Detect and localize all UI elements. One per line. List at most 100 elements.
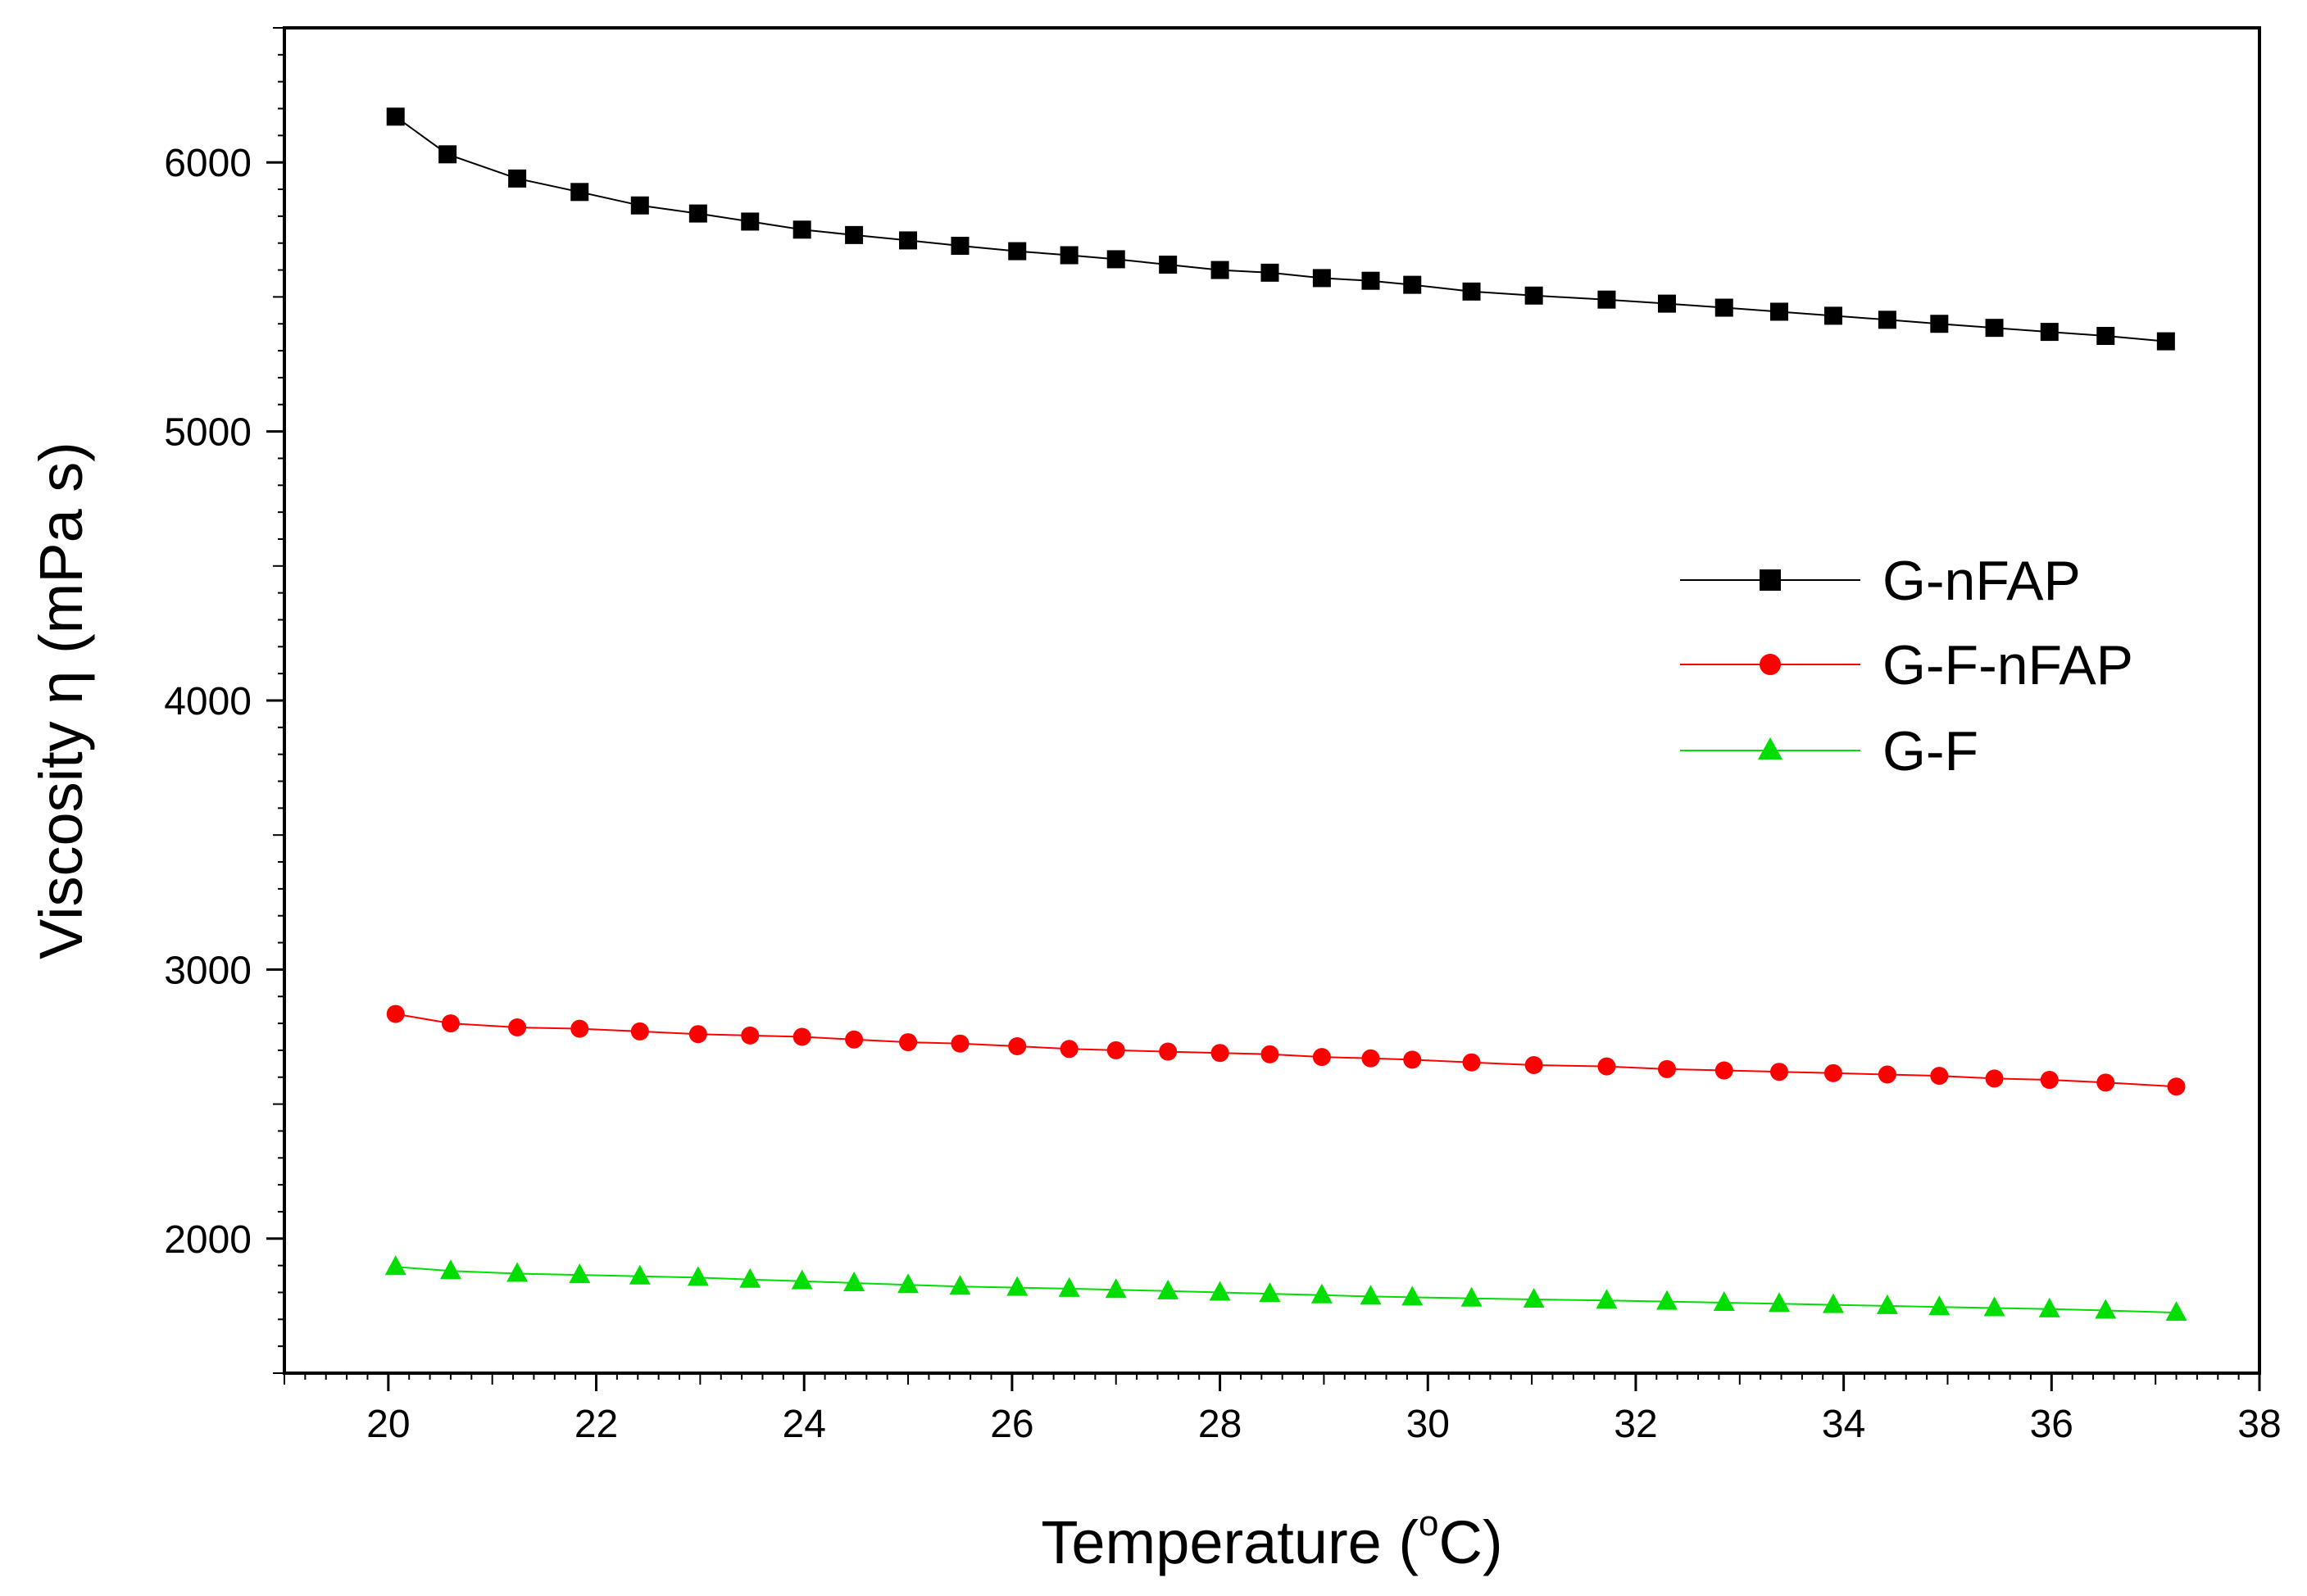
data-point-g-nfap <box>1060 246 1079 265</box>
data-point-g-f-nfap <box>1008 1036 1027 1055</box>
legend-label-g-f-nfap: G-F-nFAP <box>1882 634 2133 696</box>
data-point-g-f <box>1876 1294 1898 1314</box>
data-point-g-f <box>1157 1279 1179 1299</box>
data-point-g-f <box>1209 1281 1231 1301</box>
x-tick-label: 36 <box>2030 1403 2073 1446</box>
x-tick-label: 28 <box>1198 1403 1242 1446</box>
data-point-g-f <box>1360 1285 1382 1305</box>
data-point-g-nfap <box>1769 302 1788 321</box>
x-tick-label: 34 <box>1822 1403 1865 1446</box>
x-tick-label: 20 <box>366 1403 410 1446</box>
data-point-g-nfap <box>741 212 760 231</box>
legend-marker-g-nfap <box>1760 569 1781 591</box>
data-point-g-f-nfap <box>1260 1045 1279 1063</box>
y-tick-label: 6000 <box>164 142 252 185</box>
data-point-g-nfap <box>508 169 527 188</box>
data-point-g-f <box>1259 1282 1281 1303</box>
data-point-g-nfap <box>1597 290 1616 309</box>
x-tick-label: 24 <box>783 1403 826 1446</box>
data-point-g-nfap <box>792 220 811 239</box>
data-point-g-f <box>1822 1293 1844 1313</box>
data-point-g-f <box>506 1262 529 1282</box>
data-point-g-f <box>1928 1295 1951 1316</box>
data-point-g-f <box>1310 1283 1333 1304</box>
data-point-g-f-nfap <box>1714 1061 1733 1080</box>
data-point-g-nfap <box>1462 282 1481 301</box>
legend-item-g-f-nfap: G-F-nFAP <box>1680 634 2133 696</box>
data-point-g-nfap <box>570 183 589 202</box>
data-point-g-f-nfap <box>2167 1077 2186 1096</box>
data-point-g-f-nfap <box>1878 1065 1896 1084</box>
data-point-g-f-nfap <box>1769 1063 1788 1081</box>
data-point-g-f-nfap <box>386 1004 405 1023</box>
data-point-g-f-nfap <box>1403 1050 1422 1069</box>
data-point-g-nfap <box>1823 306 1842 325</box>
data-point-g-nfap <box>2040 323 2059 342</box>
data-point-g-f <box>629 1264 651 1285</box>
data-point-g-nfap <box>1658 294 1676 313</box>
data-point-g-nfap <box>845 225 864 244</box>
x-axis-title-degree: o <box>1419 1503 1438 1544</box>
series-g-f <box>384 1255 2187 1322</box>
y-axis-title: Viscosity η (mPa s) <box>27 442 95 959</box>
y-tick-label: 3000 <box>164 949 252 992</box>
legend-marker-g-f-nfap <box>1760 654 1781 675</box>
data-point-g-nfap <box>1878 311 1896 329</box>
legend-item-g-f: G-F <box>1680 720 1978 782</box>
data-point-g-f-nfap <box>1985 1069 2004 1088</box>
data-point-g-f-nfap <box>845 1030 864 1049</box>
data-point-g-nfap <box>688 204 707 223</box>
data-point-g-f-nfap <box>508 1018 527 1037</box>
data-point-g-f <box>1768 1292 1790 1313</box>
data-point-g-nfap <box>1930 315 1949 333</box>
y-tick-label: 5000 <box>164 411 252 455</box>
data-point-g-nfap <box>1714 298 1733 317</box>
data-point-g-nfap <box>438 145 457 164</box>
data-point-g-f-nfap <box>1597 1057 1616 1076</box>
legend-marker-g-f <box>1758 737 1782 759</box>
data-point-g-f <box>1713 1290 1735 1311</box>
data-point-g-f-nfap <box>630 1022 649 1041</box>
data-point-g-f-nfap <box>792 1027 811 1046</box>
x-axis-title-unit: C) <box>1439 1508 1503 1576</box>
data-point-g-nfap <box>1210 261 1229 279</box>
data-point-g-f-nfap <box>2096 1073 2115 1092</box>
data-point-g-f-nfap <box>1312 1048 1331 1067</box>
x-tick-label: 32 <box>1614 1403 1657 1446</box>
data-point-g-f <box>1058 1276 1080 1297</box>
data-point-g-f <box>439 1259 461 1280</box>
data-point-g-f-nfap <box>1823 1063 1842 1082</box>
data-point-g-nfap <box>951 237 970 256</box>
series-g-nfap <box>386 107 2175 351</box>
data-point-g-nfap <box>2156 332 2175 351</box>
data-point-g-nfap <box>1008 242 1027 261</box>
x-tick-label: 22 <box>574 1403 618 1446</box>
y-tick-label: 4000 <box>164 680 252 723</box>
data-point-g-f-nfap <box>951 1034 970 1053</box>
data-point-g-f-nfap <box>1159 1042 1178 1061</box>
data-point-g-f-nfap <box>1361 1049 1380 1068</box>
x-axis-title-main: Temperature ( <box>1041 1508 1419 1576</box>
data-point-g-f <box>1656 1290 1678 1310</box>
data-point-g-f-nfap <box>1060 1040 1079 1059</box>
data-point-g-f-nfap <box>1658 1059 1676 1078</box>
data-point-g-f <box>791 1269 813 1290</box>
data-point-g-f <box>949 1275 971 1295</box>
data-point-g-nfap <box>386 107 405 126</box>
data-point-g-nfap <box>1403 275 1422 294</box>
data-point-g-f-nfap <box>1106 1041 1125 1059</box>
data-point-g-f <box>569 1263 591 1284</box>
data-point-g-nfap <box>2096 327 2115 346</box>
data-point-g-f <box>843 1271 865 1291</box>
data-point-g-f <box>1006 1276 1029 1296</box>
data-point-g-f-nfap <box>570 1019 589 1038</box>
data-point-g-nfap <box>1159 255 1178 274</box>
data-point-g-f-nfap <box>441 1014 460 1033</box>
legend-label-g-f: G-F <box>1882 720 1978 782</box>
x-tick-label: 30 <box>1406 1403 1450 1446</box>
data-point-g-nfap <box>630 196 649 215</box>
series-g-f-nfap <box>386 1004 2186 1096</box>
data-point-g-nfap <box>1106 250 1125 269</box>
x-tick-label: 26 <box>990 1403 1033 1446</box>
